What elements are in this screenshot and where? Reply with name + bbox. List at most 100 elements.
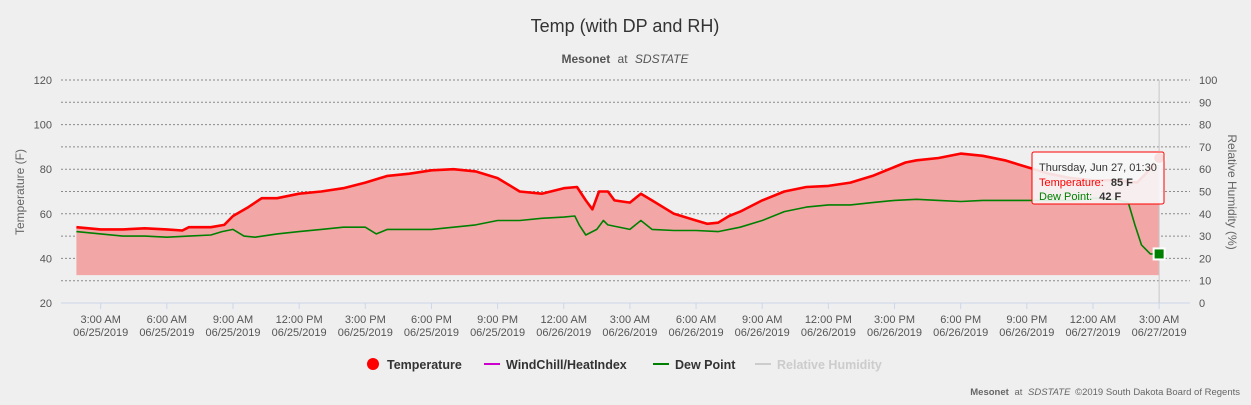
x-tick-date: 06/25/2019: [404, 327, 459, 339]
x-tick-date: 06/25/2019: [470, 327, 525, 339]
x-tick-date: 06/25/2019: [338, 327, 393, 339]
subtitle-station: SDSTATE: [635, 52, 690, 66]
x-tick-date: 06/25/2019: [139, 327, 194, 339]
chart-subtitle: Mesonet at SDSTATE: [562, 52, 690, 66]
x-tick-date: 06/26/2019: [867, 327, 922, 339]
x-tick-label: 3:00 AM 06/27/2019: [1132, 314, 1187, 339]
x-tick-time: 12:00 AM: [541, 314, 587, 326]
x-tick-time: 12:00 PM: [276, 314, 323, 326]
y-left-tick-label: 60: [40, 209, 52, 221]
x-tick-label: 3:00 AM 06/26/2019: [602, 314, 657, 339]
legend: Temperature WindChill/HeatIndex Dew Poin…: [367, 358, 882, 372]
legend-humidity-label: Relative Humidity: [777, 358, 882, 372]
x-tick-date: 06/27/2019: [1132, 327, 1187, 339]
legend-item-temperature[interactable]: Temperature: [367, 358, 462, 372]
y-axis-left-title: Temperature (F): [13, 149, 27, 235]
temperature-area: [76, 153, 1160, 276]
x-tick-date: 06/25/2019: [205, 327, 260, 339]
x-tick-label: 6:00 PM 06/25/2019: [404, 314, 459, 339]
x-tick-time: 12:00 PM: [805, 314, 852, 326]
x-tick-time: 9:00 PM: [477, 314, 518, 326]
y-right-tick-label: 90: [1199, 97, 1211, 109]
x-tick-date: 06/26/2019: [602, 327, 657, 339]
x-tick-label: 3:00 PM 06/26/2019: [867, 314, 922, 339]
legend-temperature-symbol: [367, 358, 379, 370]
legend-item-dew-point[interactable]: Dew Point: [653, 358, 736, 372]
y-axis-right: 0 10 20 30 40 50 60 70 80 90 100: [1199, 75, 1217, 310]
x-tick-time: 9:00 AM: [213, 314, 253, 326]
dew-point-line: [76, 197, 1160, 255]
chart-title: Temp (with DP and RH): [531, 16, 720, 36]
y-left-tick-label: 20: [40, 298, 52, 310]
x-tick-time: 6:00 PM: [940, 314, 981, 326]
x-tick-time: 3:00 AM: [81, 314, 121, 326]
x-tick-time: 3:00 AM: [610, 314, 650, 326]
x-tick-date: 06/26/2019: [801, 327, 856, 339]
x-tick-date: 06/26/2019: [999, 327, 1054, 339]
x-tick-label: 12:00 PM 06/26/2019: [801, 314, 856, 339]
x-tick-date: 06/26/2019: [933, 327, 988, 339]
y-right-tick-label: 0: [1199, 298, 1205, 310]
x-tick-label: 6:00 AM 06/25/2019: [139, 314, 194, 339]
y-left-tick-label: 120: [34, 75, 52, 87]
x-tick-time: 6:00 AM: [147, 314, 187, 326]
tooltip-temp-label: Temperature:: [1039, 177, 1104, 189]
y-right-tick-label: 70: [1199, 142, 1211, 154]
x-tick-label: 3:00 AM 06/25/2019: [73, 314, 128, 339]
x-tick-date: 06/26/2019: [669, 327, 724, 339]
credits-at: at: [1014, 387, 1022, 398]
x-tick-label: 9:00 AM 06/26/2019: [735, 314, 790, 339]
x-tick-label: 6:00 AM 06/26/2019: [669, 314, 724, 339]
x-tick-label: 9:00 PM 06/26/2019: [999, 314, 1054, 339]
legend-dew-point-label: Dew Point: [675, 358, 736, 372]
subtitle-at: at: [618, 52, 629, 66]
y-right-tick-label: 40: [1199, 209, 1211, 221]
y-right-tick-label: 10: [1199, 276, 1211, 288]
y-right-tick-label: 30: [1199, 231, 1211, 243]
dew-point-hover-marker[interactable]: [1152, 247, 1166, 261]
x-tick-time: 6:00 PM: [411, 314, 452, 326]
x-tick-time: 3:00 PM: [874, 314, 915, 326]
credits[interactable]: Mesonet at SDSTATE ©2019 South Dakota Bo…: [970, 387, 1240, 398]
legend-item-windchill[interactable]: WindChill/HeatIndex: [484, 358, 627, 372]
y-right-tick-label: 60: [1199, 164, 1211, 176]
series-lines: [76, 152, 1161, 255]
credits-station: SDSTATE: [1028, 387, 1071, 398]
credits-copyright: ©2019 South Dakota Board of Regents: [1075, 387, 1240, 398]
tooltip-dp-value: 42 F: [1099, 191, 1121, 203]
x-tick-date: 06/26/2019: [735, 327, 790, 339]
tooltip: Thursday, Jun 27, 01:30 Temperature: 85 …: [1031, 151, 1165, 205]
legend-item-relative-humidity[interactable]: Relative Humidity: [755, 358, 882, 372]
credits-source: Mesonet: [970, 387, 1009, 398]
tooltip-dew-point: Dew Point: 42 F: [1039, 191, 1122, 203]
x-tick-time: 6:00 AM: [676, 314, 716, 326]
y-left-tick-label: 80: [40, 164, 52, 176]
x-tick-label: 12:00 PM 06/25/2019: [272, 314, 327, 339]
y-axis-left: 20 40 60 80 100 120: [34, 75, 52, 310]
tooltip-header: Thursday, Jun 27, 01:30: [1039, 162, 1157, 174]
x-tick-label: 12:00 AM 06/26/2019: [536, 314, 591, 339]
x-tick-label: 9:00 PM 06/25/2019: [470, 314, 525, 339]
x-tick-date: 06/25/2019: [272, 327, 327, 339]
temperature-area-fill: [76, 153, 1160, 276]
subtitle-source: Mesonet: [562, 52, 611, 66]
x-tick-label: 9:00 AM 06/25/2019: [205, 314, 260, 339]
tooltip-temperature: Temperature: 85 F: [1039, 177, 1133, 189]
x-tick-date: 06/27/2019: [1065, 327, 1120, 339]
temperature-line: [76, 152, 1161, 232]
x-tick-label: 6:00 PM 06/26/2019: [933, 314, 988, 339]
y-left-tick-label: 40: [40, 253, 52, 265]
tooltip-dp-label: Dew Point:: [1039, 191, 1092, 203]
x-tick-time: 12:00 AM: [1070, 314, 1116, 326]
x-tick-time: 3:00 PM: [345, 314, 386, 326]
x-tick-date: 06/25/2019: [73, 327, 128, 339]
x-tick-time: 9:00 PM: [1006, 314, 1047, 326]
x-tick-time: 3:00 AM: [1139, 314, 1179, 326]
y-right-tick-label: 80: [1199, 120, 1211, 132]
x-tick-label: 3:00 PM 06/25/2019: [338, 314, 393, 339]
y-right-tick-label: 50: [1199, 187, 1211, 199]
tooltip-temp-value: 85 F: [1111, 177, 1133, 189]
tooltip-box: [1031, 151, 1165, 205]
